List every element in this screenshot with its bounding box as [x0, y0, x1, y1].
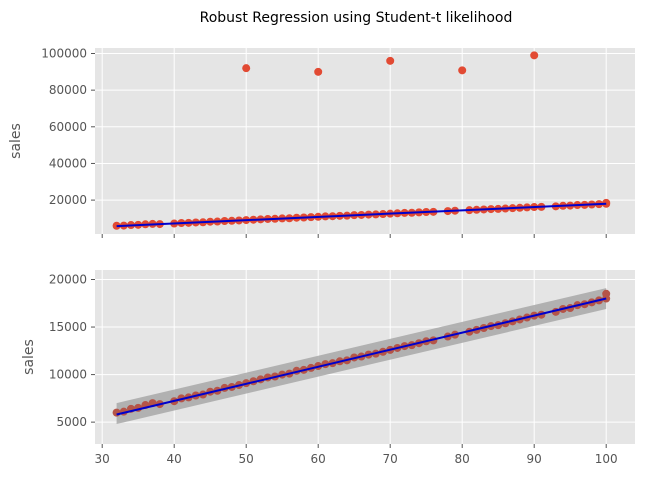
top-panel-ticks: 20000 40000 60000 80000 100000 [41, 46, 607, 238]
bottom-panel-grid [95, 270, 635, 444]
data-point [530, 51, 539, 60]
data-point [458, 66, 467, 75]
x-tick-label: 60 [311, 452, 326, 466]
y-tick-label: 80000 [49, 83, 87, 97]
x-tick-label: 80 [455, 452, 470, 466]
top-panel-background [95, 48, 635, 234]
x-tick-label: 90 [527, 452, 542, 466]
data-point [602, 198, 611, 207]
y-tick-label: 20000 [49, 273, 87, 287]
bottom-panel: 30 40 50 60 70 80 90 100 5000 10000 15000 20000 sal… [21, 270, 635, 466]
data-point [314, 67, 323, 76]
x-tick-label: 30 [95, 452, 110, 466]
y-tick-label: 60000 [49, 120, 87, 134]
y-tick-label: 15000 [49, 320, 87, 334]
y-tick-label: 40000 [49, 156, 87, 170]
y-tick-label: 100000 [41, 46, 87, 60]
y-tick-label: 20000 [49, 193, 87, 207]
top-panel-plot-area [112, 51, 611, 230]
data-point [112, 408, 121, 417]
top-panel-y-axis-label: sales [8, 123, 24, 159]
bottom-panel-ticks: 30 40 50 60 70 80 90 100 5000 10000 15000 20000 [49, 273, 618, 466]
top-panel: 20000 40000 60000 80000 100000 sales [8, 46, 635, 238]
x-tick-label: 40 [167, 452, 182, 466]
bottom-panel-plot-area [112, 288, 611, 425]
bottom-panel-y-axis-label: sales [21, 339, 37, 375]
y-tick-label: 10000 [49, 368, 87, 382]
y-tick-label: 5000 [56, 415, 87, 429]
x-tick-label: 70 [383, 452, 398, 466]
regression-fit-line [116, 297, 607, 416]
x-tick-label: 50 [239, 452, 254, 466]
data-point [386, 56, 395, 65]
data-point [242, 64, 251, 73]
regression-fit-line [116, 202, 607, 228]
data-point [602, 289, 611, 298]
figure-suptitle: Robust Regression using Student-t likeli… [200, 10, 513, 26]
x-tick-label: 100 [595, 452, 618, 466]
